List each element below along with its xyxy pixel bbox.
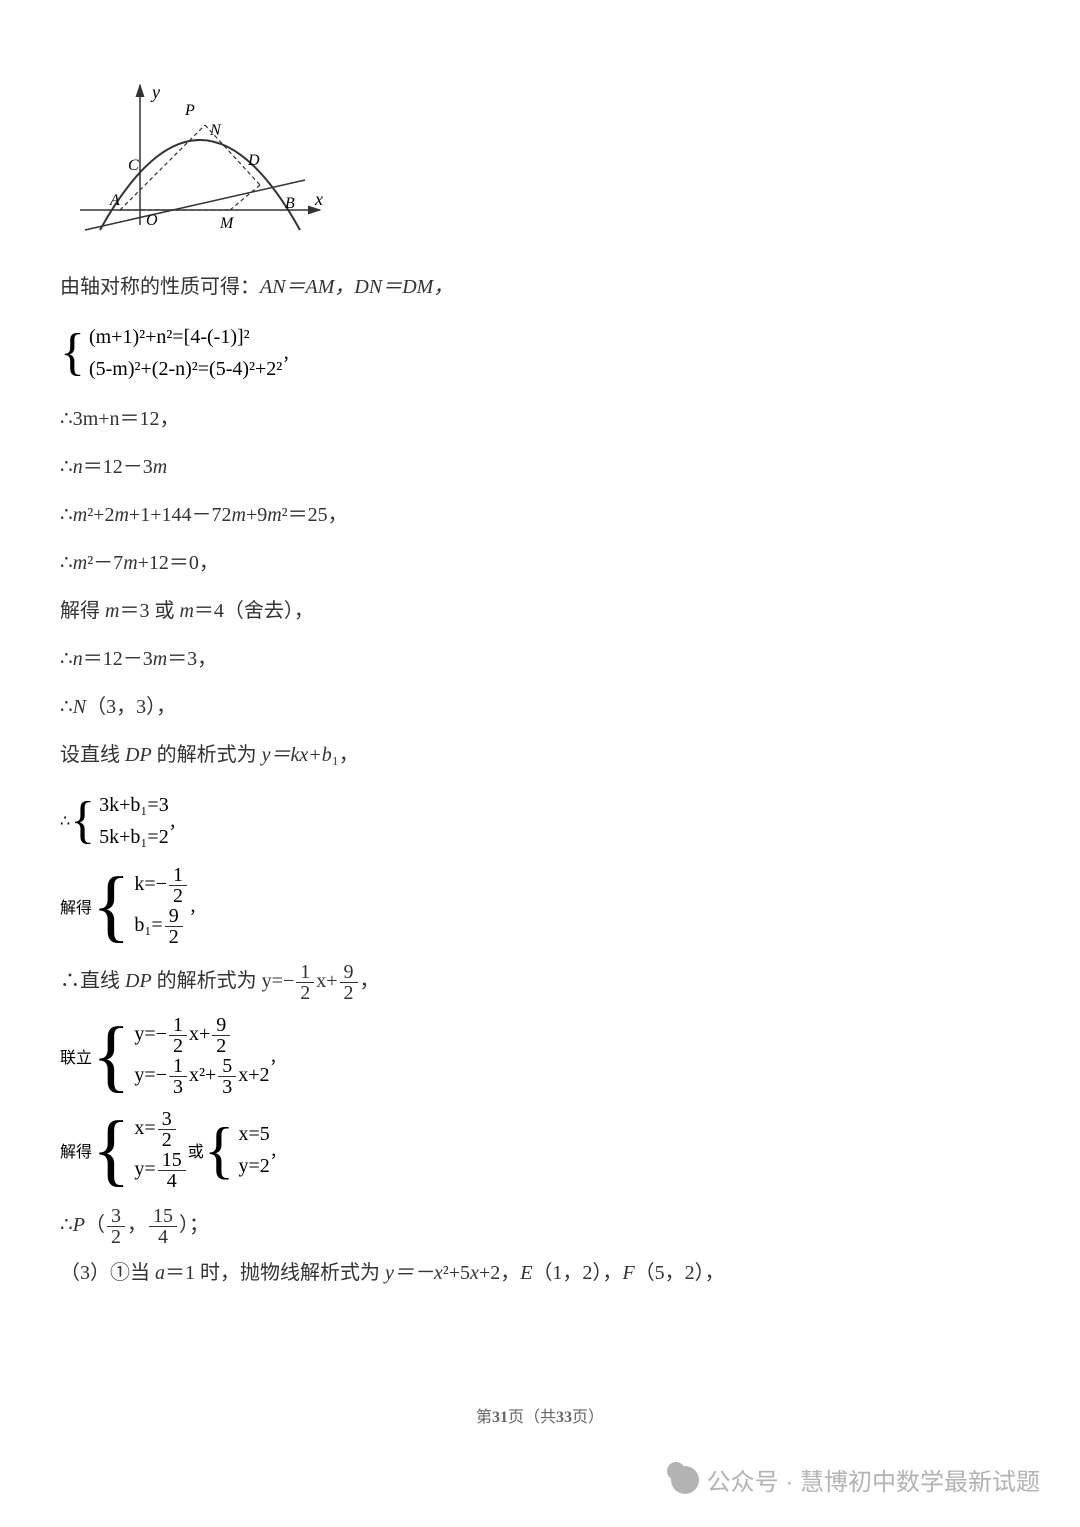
parabola-graph: y x A B C D N P O M xyxy=(70,80,1020,245)
math-step: ∴m²+2m+1+144－72m+9m²＝25， xyxy=(60,493,1020,537)
math-step: （3）①当 a＝1 时，抛物线解析式为 y＝－x²+5x+2，E（1，2），F（… xyxy=(60,1251,1020,1295)
equation-system-2: ∴ { 3k+b₁=3 5k+b₁=2 ， xyxy=(60,789,1020,853)
axis-x-label: x xyxy=(314,189,323,209)
math-step: 由轴对称的性质可得：AN＝AM，DN＝DM， xyxy=(60,265,1020,309)
point-b-label: B xyxy=(285,195,295,212)
equation-system-4: 联立 { y=−12x+92 y=−13x²+53x+2 ， xyxy=(60,1015,1020,1097)
math-step: ∴3m+n＝12， xyxy=(60,397,1020,441)
watermark: 公众号 · 慧博初中数学最新试题 xyxy=(671,1462,1040,1497)
axis-y-label: y xyxy=(150,82,160,102)
wechat-icon xyxy=(671,1466,699,1494)
point-a-label: A xyxy=(109,192,120,209)
equation-system-3: 解得 { k=−12 b₁=92 ， xyxy=(60,865,1020,947)
point-d-label: D xyxy=(247,152,260,169)
equation-system-5: 解得 { x=32 y=154 或 { x=5 y=2 ， xyxy=(60,1109,1020,1191)
math-step: 解得 m＝3 或 m＝4（舍去）， xyxy=(60,589,1020,633)
origin-label: O xyxy=(146,212,158,229)
point-n-label: N xyxy=(209,122,222,139)
point-p-label: P xyxy=(184,102,195,119)
point-m-label: M xyxy=(219,215,235,232)
equation-system-1: { (m+1)²+n²=[4-(-1)]² (5-m)²+(2-n)²=(5-4… xyxy=(60,321,1020,385)
math-step: ∴P（32，154）； xyxy=(60,1203,1020,1247)
math-step: ∴n＝12－3m＝3， xyxy=(60,637,1020,681)
math-step: ∴N（3，3）， xyxy=(60,685,1020,729)
page-footer: 第31页（共33页） xyxy=(476,1403,604,1427)
math-step: 设直线 DP 的解析式为 y＝kx+b₁， xyxy=(60,733,1020,777)
math-step: ∴m²－7m+12＝0， xyxy=(60,541,1020,585)
math-step: ∴直线 DP 的解析式为 y=−12x+92， xyxy=(60,959,1020,1003)
point-c-label: C xyxy=(128,157,139,174)
math-step: ∴n＝12－3m xyxy=(60,445,1020,489)
